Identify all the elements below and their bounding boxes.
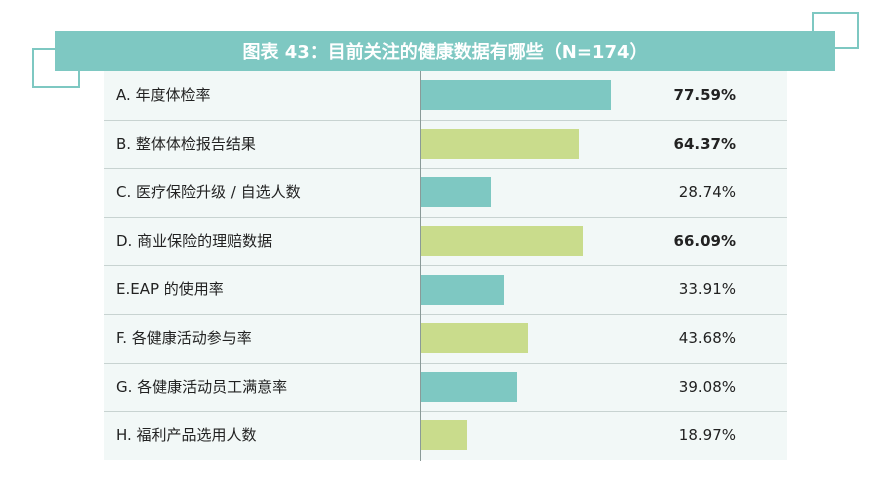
category-label: C. 医疗保险升级 / 自选人数 xyxy=(116,183,301,202)
chart-title: 图表 43：目前关注的健康数据有哪些（N=174） xyxy=(55,31,835,71)
table-row: A. 年度体检率 77.59% xyxy=(104,71,787,119)
bar xyxy=(421,420,468,451)
chart-table: A. 年度体检率 77.59% B. 整体体检报告结果 64.37% C. 医疗保险升级… xyxy=(104,71,787,460)
bar xyxy=(421,371,517,402)
row-divider xyxy=(104,411,787,413)
category-label: B. 整体体检报告结果 xyxy=(116,134,256,153)
table-row: H. 福利产品选用人数 18.97% xyxy=(104,411,787,459)
row-divider xyxy=(104,314,787,315)
bar xyxy=(421,323,529,354)
row-divider xyxy=(104,119,787,121)
bar xyxy=(421,226,583,257)
value-label: 28.74% xyxy=(678,183,736,202)
table-row: F. 各健康活动参与率 43.68% xyxy=(104,314,787,362)
category-label: F. 各健康活动参与率 xyxy=(116,329,252,347)
table-row: E.EAP 的使用率 33.91% xyxy=(104,265,787,313)
value-label: 18.97% xyxy=(678,426,736,445)
bar-axis-line xyxy=(420,71,421,461)
value-label: 43.68% xyxy=(678,329,736,347)
row-divider xyxy=(104,265,787,267)
bar xyxy=(421,80,612,111)
table-row: D. 商业保险的理赔数据 66.09% xyxy=(104,217,787,265)
value-label: 64.37% xyxy=(673,134,736,153)
value-label: 33.91% xyxy=(678,280,736,299)
row-divider xyxy=(104,168,787,170)
table-row: G. 各健康活动员工满意率 39.08% xyxy=(104,363,787,411)
decorative-frame-right xyxy=(812,12,859,49)
category-label: H. 福利产品选用人数 xyxy=(116,426,257,445)
bar xyxy=(421,128,579,159)
category-label: G. 各健康活动员工满意率 xyxy=(116,377,288,396)
row-divider xyxy=(104,362,787,364)
row-divider xyxy=(104,216,787,218)
value-label: 77.59% xyxy=(673,86,736,104)
bar xyxy=(421,177,492,208)
category-label: E.EAP 的使用率 xyxy=(116,280,224,299)
category-label: A. 年度体检率 xyxy=(116,86,211,104)
bar xyxy=(421,274,505,305)
value-label: 66.09% xyxy=(673,231,736,250)
category-label: D. 商业保险的理赔数据 xyxy=(116,231,273,250)
table-row: B. 整体体检报告结果 64.37% xyxy=(104,120,787,168)
value-label: 39.08% xyxy=(678,377,736,396)
table-row: C. 医疗保险升级 / 自选人数 28.74% xyxy=(104,168,787,216)
